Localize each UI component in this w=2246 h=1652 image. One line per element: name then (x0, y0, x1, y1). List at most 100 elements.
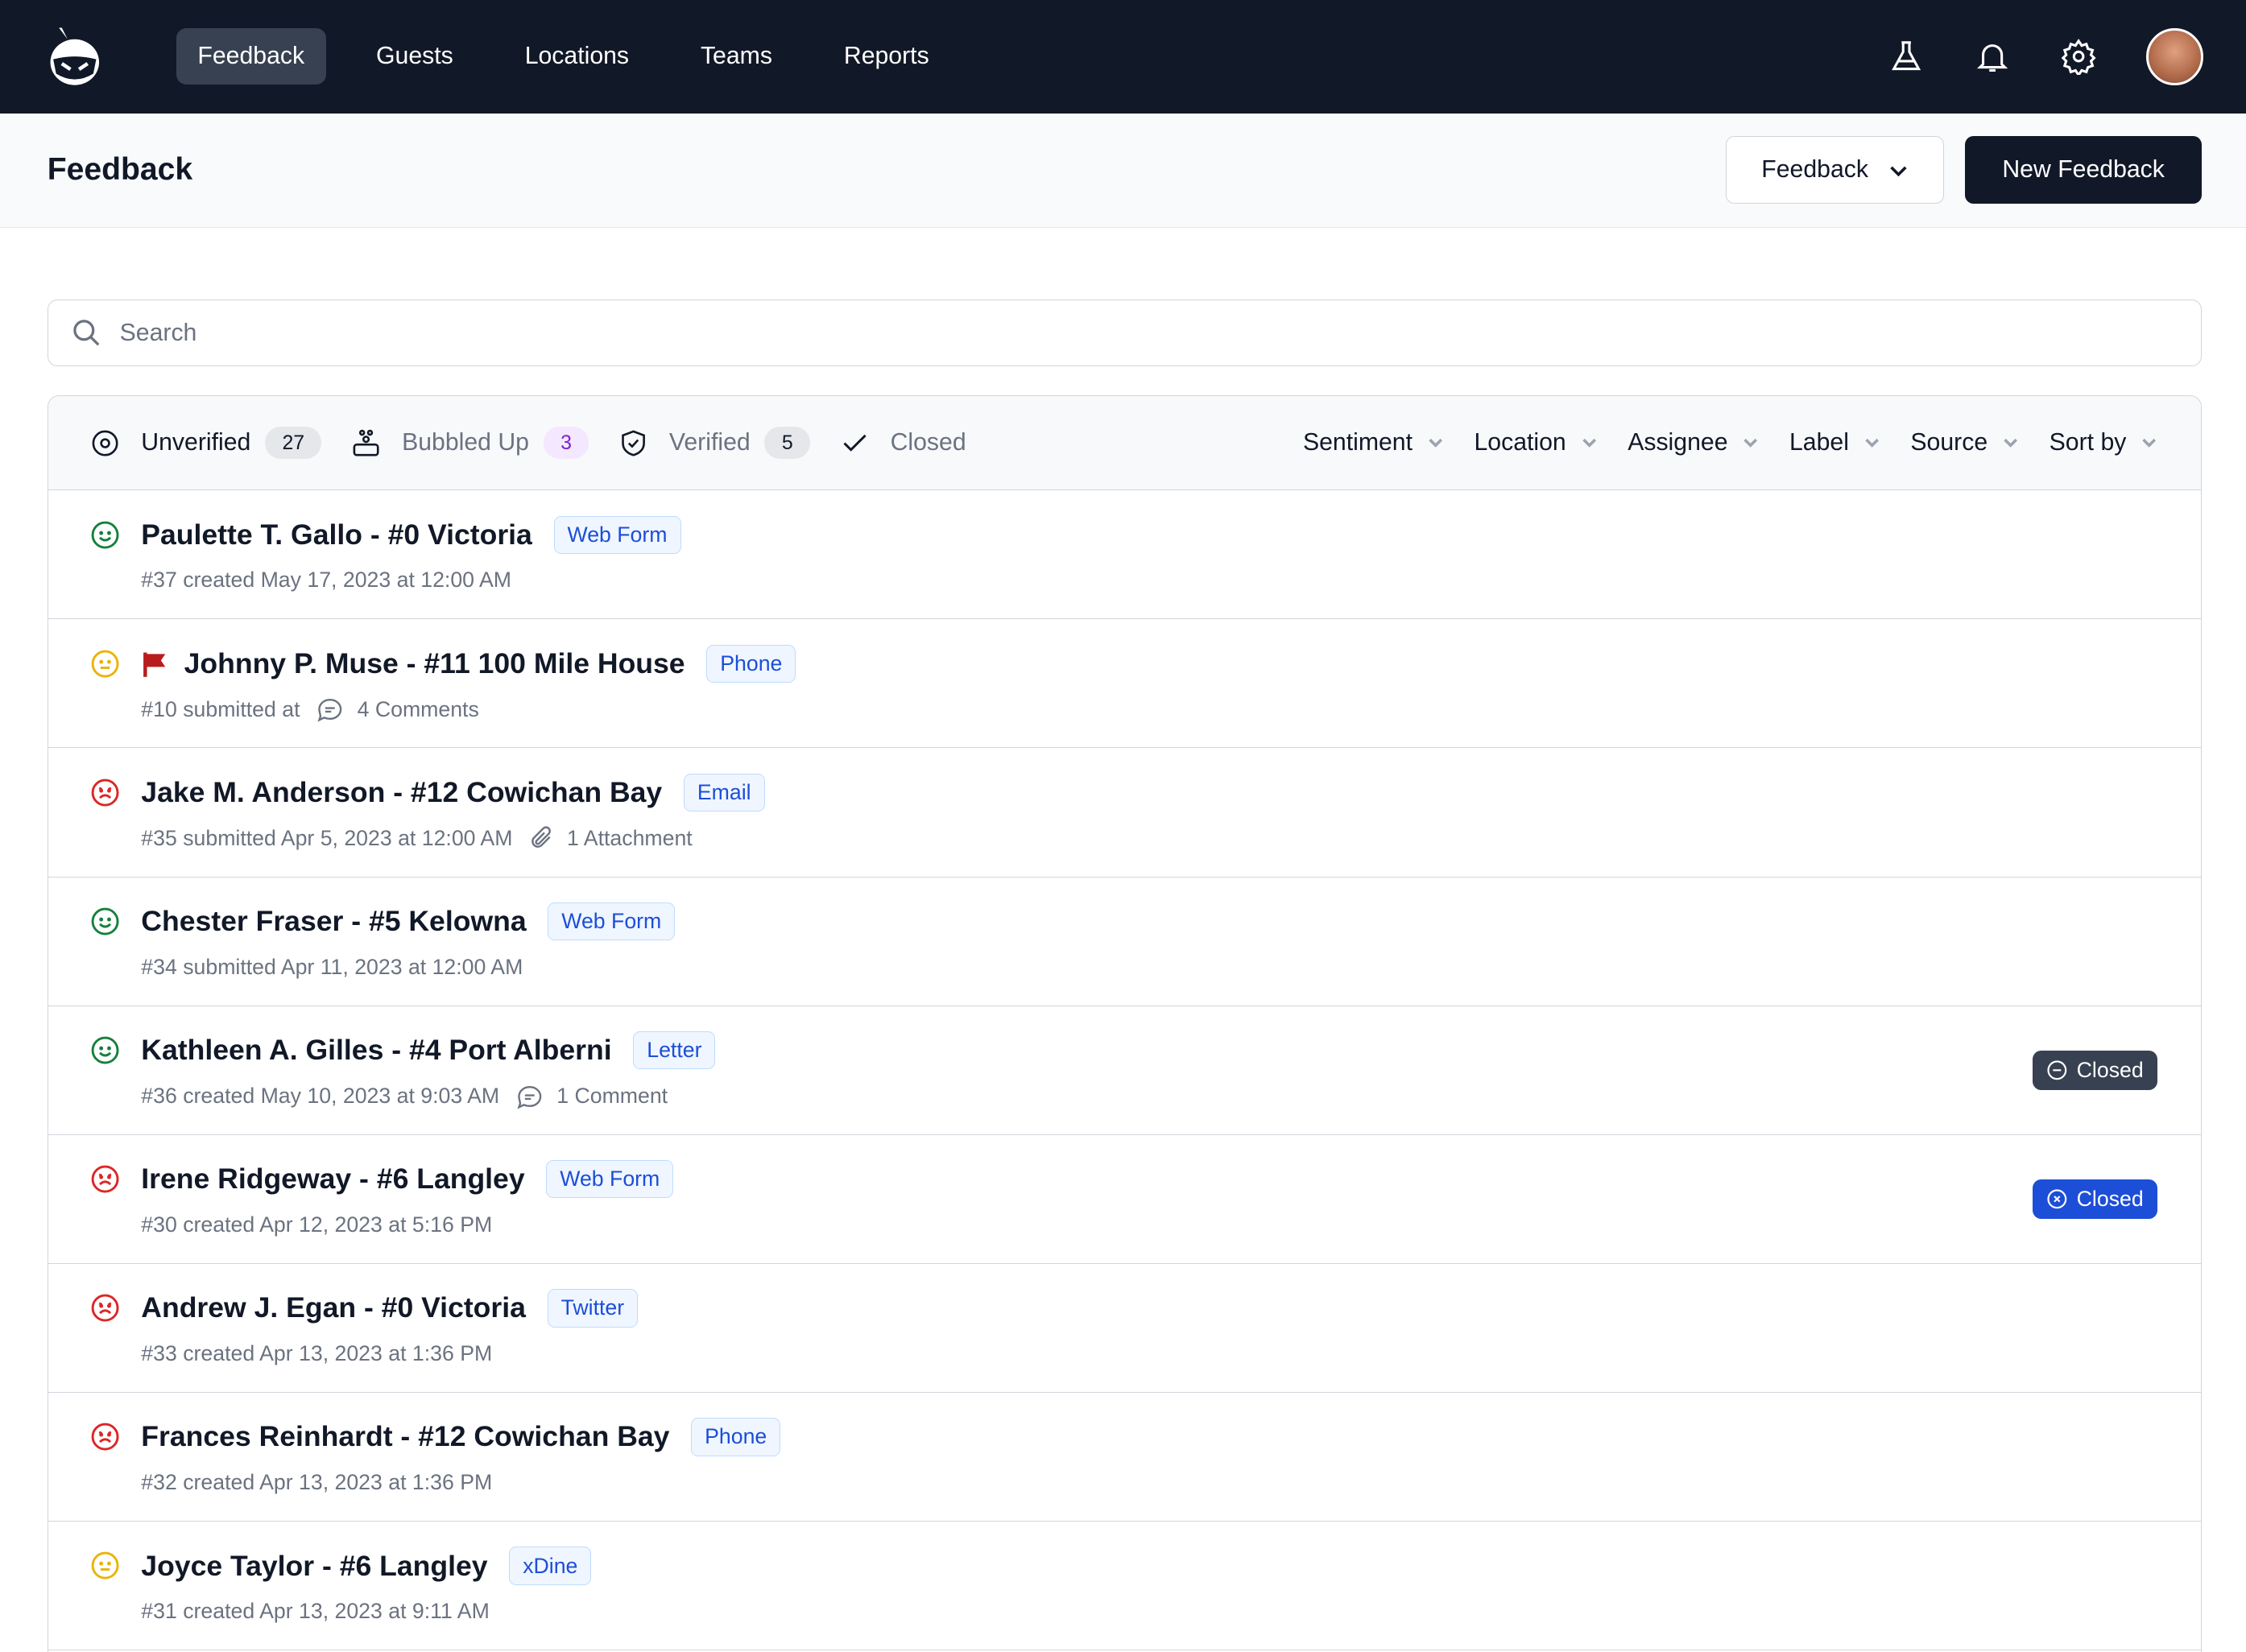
tab-label: Unverified (141, 429, 251, 456)
row-meta: #31 created Apr 13, 2023 at 9:11 AM (141, 1598, 490, 1623)
nav-item-feedback[interactable]: Feedback (176, 28, 326, 85)
feedback-row[interactable]: Frances Reinhardt - #12 Cowichan Bay Phon… (48, 1393, 2201, 1522)
row-title[interactable]: Andrew J. Egan - #0 Victoria (141, 1291, 526, 1324)
gear-icon[interactable] (2060, 38, 2097, 76)
flag-icon[interactable] (141, 650, 170, 679)
source-tag: Phone (691, 1418, 781, 1456)
feedback-row[interactable]: Chester Fraser - #5 Kelowna Web Form #34 s… (48, 878, 2201, 1006)
feedback-row[interactable]: Irene Ridgeway - #6 Langley Web Form #30 c… (48, 1135, 2201, 1264)
source-tag: Phone (706, 644, 796, 684)
check-icon (843, 434, 867, 452)
feedback-row[interactable]: Jake M. Anderson - #12 Cowichan Bay Email… (48, 748, 2201, 878)
filter-label: Assignee (1628, 429, 1728, 456)
new-feedback-button[interactable]: New Feedback (1965, 136, 2202, 204)
sentiment-neutral-icon (91, 1552, 119, 1580)
filter-sort-by[interactable]: Sort by (2050, 429, 2158, 456)
row-meta: #36 created May 10, 2023 at 9:03 AM (141, 1084, 500, 1109)
x-circle-icon (2047, 1189, 2067, 1209)
filter-label: Label (1789, 429, 1849, 456)
filter-source[interactable]: Source (1910, 429, 2019, 456)
source-tag: Twitter (547, 1289, 639, 1328)
feedback-row[interactable]: Andrew J. Egan - #0 Victoria Twitter #33 c… (48, 1264, 2201, 1393)
target-icon (92, 430, 118, 456)
source-tag: Web Form (553, 515, 681, 555)
row-meta: #30 created Apr 12, 2023 at 5:16 PM (141, 1212, 493, 1237)
comment-icon (517, 1085, 541, 1109)
filter-label: Location (1474, 429, 1566, 456)
sentiment-negative-icon (91, 1165, 119, 1193)
filter-assignee[interactable]: Assignee (1628, 429, 1759, 456)
filter-label: Sort by (2049, 429, 2127, 456)
nav-item-guests[interactable]: Guests (376, 43, 453, 70)
row-extra[interactable]: 4 Comments (357, 696, 479, 721)
sentiment-positive-icon (91, 907, 119, 935)
bell-icon[interactable] (1974, 38, 2011, 75)
nav-item-teams[interactable]: Teams (700, 43, 772, 70)
row-title[interactable]: Paulette T. Gallo - #0 Victoria (141, 518, 532, 551)
tab-verified[interactable]: Verified 5 (618, 427, 810, 459)
tab-unverified[interactable]: Unverified 27 (89, 427, 322, 459)
source-tag: xDine (509, 1547, 592, 1585)
row-extra[interactable]: 1 Comment (556, 1084, 668, 1109)
sentiment-negative-icon (91, 1294, 119, 1322)
feedback-type-dropdown[interactable]: Feedback (1726, 136, 1944, 204)
filter-label: Sentiment (1302, 429, 1413, 456)
row-meta: #10 submitted at (141, 696, 300, 721)
row-title[interactable]: Chester Fraser - #5 Kelowna (141, 905, 527, 938)
source-tag: Email (683, 773, 765, 812)
feedback-list: Unverified 27 Bubbled Up 3 Verified 5 Closed S… (47, 394, 2202, 1652)
feedback-row[interactable]: Joyce Taylor - #6 Langley xDine #31 create… (48, 1522, 2201, 1650)
filter-label[interactable]: Label (1789, 429, 1880, 456)
row-extra[interactable]: 1 Attachment (567, 825, 693, 850)
filter-label: Source (1910, 429, 1988, 456)
row-title[interactable]: Frances Reinhardt - #12 Cowichan Bay (141, 1420, 670, 1453)
tab-count: 5 (764, 427, 810, 459)
row-title[interactable]: Jake M. Anderson - #12 Cowichan Bay (141, 776, 663, 809)
search-input[interactable] (119, 319, 2037, 347)
tab-bubbled-up[interactable]: Bubbled Up 3 (350, 427, 589, 459)
source-tag: Web Form (548, 902, 676, 941)
row-title[interactable]: Johnny P. Muse - #11 100 Mile House (184, 647, 685, 679)
chevron-down-icon (1429, 439, 1442, 448)
row-title[interactable]: Joyce Taylor - #6 Langley (141, 1549, 488, 1582)
page-header: Feedback Feedback New Feedback (0, 113, 2246, 228)
chevron-down-icon (1865, 439, 1879, 448)
ninja-logo-icon[interactable] (48, 25, 102, 88)
shield-check-icon (622, 430, 645, 456)
sentiment-negative-icon (91, 779, 119, 807)
row-title[interactable]: Irene Ridgeway - #6 Langley (141, 1163, 525, 1196)
status-badge[interactable]: Closed (2032, 1179, 2158, 1219)
status-badge[interactable]: Closed (2032, 1050, 2158, 1090)
flask-icon[interactable] (1888, 38, 1925, 75)
nav-item-locations[interactable]: Locations (524, 43, 630, 70)
source-tag: Web Form (546, 1160, 674, 1199)
filter-location[interactable]: Location (1474, 429, 1597, 456)
user-avatar[interactable] (2145, 27, 2203, 85)
nav-item-reports[interactable]: Reports (843, 43, 929, 70)
sentiment-neutral-icon (91, 650, 119, 678)
status-label: Closed (2076, 1057, 2144, 1082)
feedback-row[interactable]: Kathleen A. Gilles - #4 Port Alberni Lett… (48, 1006, 2201, 1135)
row-title[interactable]: Kathleen A. Gilles - #4 Port Alberni (141, 1034, 612, 1067)
sentiment-negative-icon (91, 1423, 119, 1451)
search-icon (73, 320, 100, 346)
row-meta: #34 submitted Apr 11, 2023 at 12:00 AM (141, 954, 523, 979)
row-meta: #37 created May 17, 2023 at 12:00 AM (141, 568, 511, 593)
feedback-row[interactable]: Paulette T. Gallo - #0 Victoria Web Form #… (48, 490, 2201, 620)
dropdown-label: Feedback (1761, 156, 1868, 184)
row-meta: #33 created Apr 13, 2023 at 1:36 PM (141, 1340, 493, 1365)
chevron-down-icon (2142, 439, 2157, 448)
comment-icon (317, 699, 342, 723)
tab-closed[interactable]: Closed (839, 427, 966, 459)
filter-sentiment[interactable]: Sentiment (1303, 429, 1444, 456)
chevron-down-icon (2004, 439, 2017, 448)
tab-label: Closed (890, 429, 966, 456)
tab-label: Verified (668, 429, 751, 456)
search-bar[interactable] (47, 299, 2202, 367)
row-meta: #35 submitted Apr 5, 2023 at 12:00 AM (141, 825, 513, 850)
tab-count: 27 (265, 427, 322, 459)
sentiment-positive-icon (91, 1036, 119, 1064)
minus-circle-icon (2047, 1060, 2067, 1080)
feedback-row[interactable]: Johnny P. Muse - #11 100 Mile House Phone… (48, 619, 2201, 749)
